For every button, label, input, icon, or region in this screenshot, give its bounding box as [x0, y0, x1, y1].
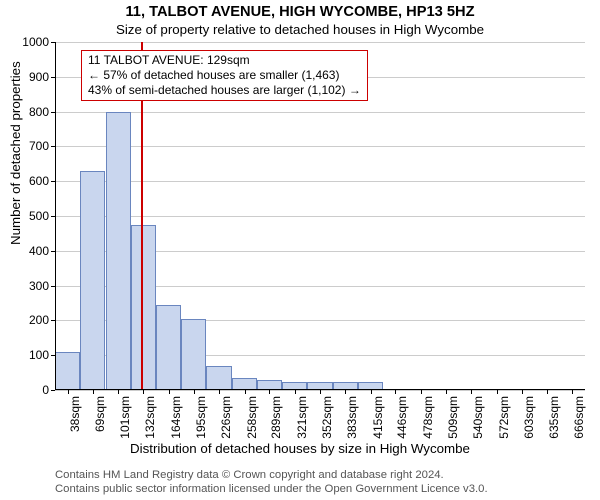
y-tick-label: 400 [29, 244, 49, 258]
x-tick-label: 132sqm [143, 396, 157, 439]
x-tick-label: 478sqm [421, 396, 435, 439]
histogram-bar [206, 366, 231, 390]
x-tick-mark [143, 390, 144, 394]
x-tick-mark [68, 390, 69, 394]
x-tick-label: 321sqm [295, 396, 309, 439]
annotation-line3: 43% of semi-detached houses are larger (… [88, 83, 361, 98]
histogram-bar [80, 171, 105, 390]
x-tick-label: 572sqm [497, 396, 511, 439]
x-tick-label: 666sqm [572, 396, 586, 439]
gridline [55, 216, 585, 217]
x-tick-mark [522, 390, 523, 394]
x-tick-mark [295, 390, 296, 394]
caption-line2: Contains public sector information licen… [55, 482, 488, 496]
x-tick-mark [245, 390, 246, 394]
x-tick-label: 383sqm [345, 396, 359, 439]
x-axis-label: Distribution of detached houses by size … [0, 441, 600, 456]
x-tick-mark [169, 390, 170, 394]
x-tick-mark [471, 390, 472, 394]
x-tick-label: 226sqm [219, 396, 233, 439]
x-tick-label: 540sqm [471, 396, 485, 439]
x-tick-label: 289sqm [269, 396, 283, 439]
x-tick-mark [572, 390, 573, 394]
y-tick-label: 700 [29, 139, 49, 153]
x-tick-label: 635sqm [547, 396, 561, 439]
x-tick-label: 509sqm [446, 396, 460, 439]
x-axis-line [55, 389, 585, 390]
x-tick-label: 352sqm [320, 396, 334, 439]
x-tick-label: 195sqm [194, 396, 208, 439]
x-tick-label: 603sqm [522, 396, 536, 439]
x-tick-mark [395, 390, 396, 394]
y-axis-label: Number of detached properties [8, 61, 23, 245]
y-tick-label: 200 [29, 313, 49, 327]
x-tick-mark [93, 390, 94, 394]
gridline [55, 42, 585, 43]
x-tick-mark [446, 390, 447, 394]
x-tick-label: 69sqm [93, 396, 107, 432]
gridline [55, 112, 585, 113]
histogram-bar [131, 225, 156, 390]
x-tick-mark [547, 390, 548, 394]
gridline [55, 146, 585, 147]
x-tick-mark [219, 390, 220, 394]
property-size-chart: 11, TALBOT AVENUE, HIGH WYCOMBE, HP13 5H… [0, 0, 600, 500]
x-tick-label: 258sqm [245, 396, 259, 439]
x-tick-label: 446sqm [395, 396, 409, 439]
caption-line1: Contains HM Land Registry data © Crown c… [55, 468, 488, 482]
x-tick-mark [269, 390, 270, 394]
chart-title-line1: 11, TALBOT AVENUE, HIGH WYCOMBE, HP13 5H… [0, 4, 600, 20]
y-tick-mark [51, 390, 55, 391]
x-tick-label: 415sqm [371, 396, 385, 439]
x-tick-mark [497, 390, 498, 394]
y-tick-label: 100 [29, 348, 49, 362]
y-tick-label: 600 [29, 174, 49, 188]
chart-title-line2: Size of property relative to detached ho… [0, 22, 600, 37]
caption: Contains HM Land Registry data © Crown c… [55, 468, 488, 496]
x-tick-mark [118, 390, 119, 394]
y-tick-label: 900 [29, 70, 49, 84]
y-tick-label: 500 [29, 209, 49, 223]
x-tick-mark [345, 390, 346, 394]
x-tick-mark [194, 390, 195, 394]
y-tick-label: 0 [42, 383, 49, 397]
x-tick-label: 164sqm [169, 396, 183, 439]
y-tick-label: 800 [29, 105, 49, 119]
histogram-bar [156, 305, 181, 390]
plot-area: 0100200300400500600700800900100038sqm69s… [55, 42, 585, 390]
histogram-bar [181, 319, 206, 390]
x-tick-mark [371, 390, 372, 394]
annotation-box: 11 TALBOT AVENUE: 129sqm ← 57% of detach… [81, 50, 368, 101]
x-tick-mark [320, 390, 321, 394]
annotation-line1: 11 TALBOT AVENUE: 129sqm [88, 53, 361, 68]
gridline [55, 181, 585, 182]
x-tick-label: 101sqm [118, 396, 132, 439]
x-tick-label: 38sqm [68, 396, 82, 432]
annotation-line2: ← 57% of detached houses are smaller (1,… [88, 68, 361, 83]
histogram-bar [106, 112, 131, 390]
x-tick-mark [421, 390, 422, 394]
y-axis-line [55, 42, 56, 390]
y-tick-label: 1000 [22, 35, 49, 49]
y-tick-label: 300 [29, 279, 49, 293]
histogram-bar [55, 352, 80, 390]
